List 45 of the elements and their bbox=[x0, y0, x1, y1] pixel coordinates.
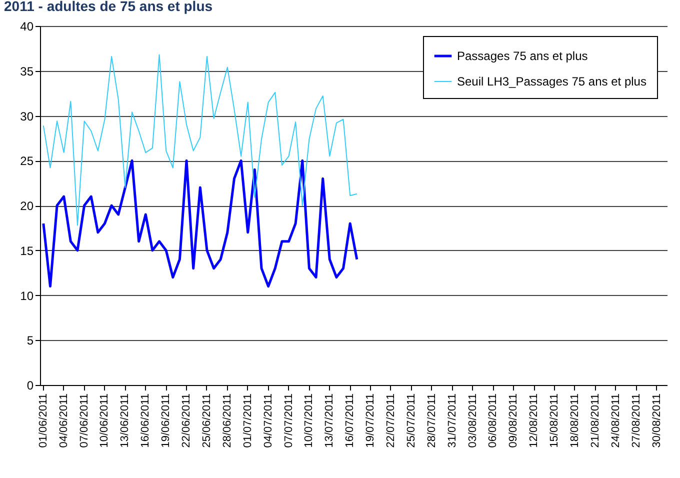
x-tick-label: 28/06/2011 bbox=[221, 394, 234, 448]
line-series bbox=[42, 54, 358, 226]
legend-label: Seuil LH3_Passages 75 ans et plus bbox=[457, 74, 646, 88]
x-tick-label: 07/06/2011 bbox=[78, 394, 90, 448]
x-tick-label: 12/08/2011 bbox=[528, 394, 540, 448]
y-tick-label: 0 bbox=[26, 378, 34, 392]
y-tick-label: 5 bbox=[26, 334, 34, 348]
y-tick-label: 15 bbox=[20, 244, 34, 258]
x-tick-label: 01/06/2011 bbox=[37, 394, 50, 448]
legend-label: Passages 75 ans et plus bbox=[457, 49, 588, 63]
x-tick-label: 10/07/2011 bbox=[303, 394, 316, 448]
x-tick-label: 25/06/2011 bbox=[200, 394, 213, 448]
x-tick-label: 30/08/2011 bbox=[650, 394, 663, 448]
y-tick-label: 40 bbox=[20, 20, 34, 34]
x-tick-label: 31/07/2011 bbox=[446, 394, 458, 448]
x-tick-label: 01/07/2011 bbox=[242, 394, 254, 448]
x-tick-label: 13/07/2011 bbox=[324, 394, 336, 448]
x-tick-label: 06/08/2011 bbox=[487, 394, 500, 448]
line-series bbox=[42, 159, 358, 288]
x-tick-label: 04/06/2011 bbox=[58, 394, 70, 448]
x-tick-label: 16/06/2011 bbox=[140, 394, 152, 448]
x-tick-label: 15/08/2011 bbox=[548, 394, 561, 448]
y-tick-label: 35 bbox=[20, 64, 34, 78]
y-tick-label: 30 bbox=[20, 109, 34, 124]
x-tick-label: 10/06/2011 bbox=[98, 394, 111, 448]
y-tick-label: 25 bbox=[20, 154, 34, 168]
x-tick-label: 21/08/2011 bbox=[589, 394, 602, 448]
x-tick-label: 27/08/2011 bbox=[630, 394, 642, 448]
x-tick-label: 07/07/2011 bbox=[282, 394, 295, 448]
y-tick-label: 20 bbox=[20, 199, 34, 213]
x-tick-label: 18/08/2011 bbox=[568, 394, 581, 448]
x-tick-label: 16/07/2011 bbox=[344, 394, 356, 448]
x-tick-label: 09/08/2011 bbox=[508, 394, 520, 448]
x-tick-label: 04/07/2011 bbox=[262, 394, 274, 448]
x-tick-label: 13/06/2011 bbox=[119, 394, 132, 448]
x-tick-label: 25/07/2011 bbox=[405, 394, 418, 448]
x-tick-label: 22/06/2011 bbox=[180, 394, 193, 448]
x-tick-label: 19/07/2011 bbox=[364, 394, 377, 448]
x-tick-label: 19/06/2011 bbox=[160, 394, 172, 448]
x-tick-label: 03/08/2011 bbox=[466, 394, 479, 448]
x-tick-label: 24/08/2011 bbox=[610, 394, 622, 448]
chart-title: 2011 - adultes de 75 ans et plus bbox=[4, 0, 213, 14]
y-tick-label: 10 bbox=[20, 288, 34, 303]
x-tick-label: 28/07/2011 bbox=[426, 394, 438, 448]
x-tick-label: 22/07/2011 bbox=[384, 394, 397, 448]
